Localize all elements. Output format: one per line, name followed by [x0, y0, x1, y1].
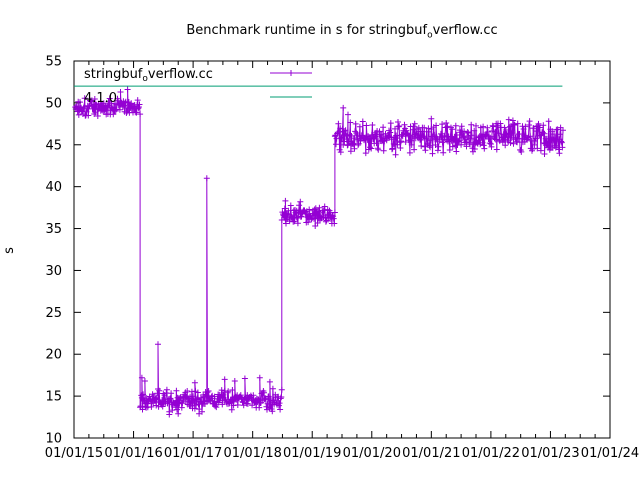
y-tick-label: 10: [45, 432, 62, 447]
x-tick-label: 01/01/24: [581, 446, 639, 461]
x-tick-label: 01/01/20: [343, 446, 401, 461]
x-tick-label: 01/01/16: [104, 446, 162, 461]
x-tick-label: 01/01/23: [521, 446, 579, 461]
chart-title-text-tail: verflow.cc: [432, 23, 498, 38]
y-tick-label: 15: [45, 390, 62, 405]
legend-label: 4.1.0: [84, 91, 117, 106]
series-stringbuf-overflow-cc: [72, 86, 566, 418]
legend-entry-stringbuf-overflow-cc: stringbufoverflow.cc: [84, 67, 312, 84]
legend-sample-marker: [288, 70, 294, 76]
x-tick-label: 01/01/21: [402, 446, 460, 461]
series-point-markers: [72, 86, 566, 418]
y-tick-label: 30: [45, 264, 62, 279]
tick-marks: [73, 60, 611, 439]
chart-title-text: Benchmark runtime in s for stringbuf: [186, 23, 428, 38]
legend-entry-4-1-0: 4.1.0: [84, 91, 312, 106]
legend: stringbufoverflow.cc 4.1.0: [84, 67, 312, 106]
y-tick-label: 45: [45, 138, 62, 153]
x-tick-label: 01/01/22: [462, 446, 520, 461]
y-tick-label: 25: [45, 306, 62, 321]
axes: [73, 60, 611, 439]
chart-title: Benchmark runtime in s for stringbufover…: [74, 23, 610, 41]
x-tick-label: 01/01/17: [164, 446, 222, 461]
plot-border: [73, 60, 611, 439]
y-tick-label: 40: [45, 180, 62, 195]
y-tick-label: 35: [45, 222, 62, 237]
legend-label: stringbufoverflow.cc: [84, 67, 213, 84]
x-tick-label: 01/01/15: [45, 446, 103, 461]
chart-title-subscript: o: [427, 30, 433, 41]
y-tick-label: 55: [45, 55, 62, 70]
x-tick-label: 01/01/18: [223, 446, 281, 461]
y-tick-label: 20: [45, 348, 62, 363]
y-tick-label: 50: [45, 96, 62, 111]
x-tick-label: 01/01/19: [283, 446, 341, 461]
